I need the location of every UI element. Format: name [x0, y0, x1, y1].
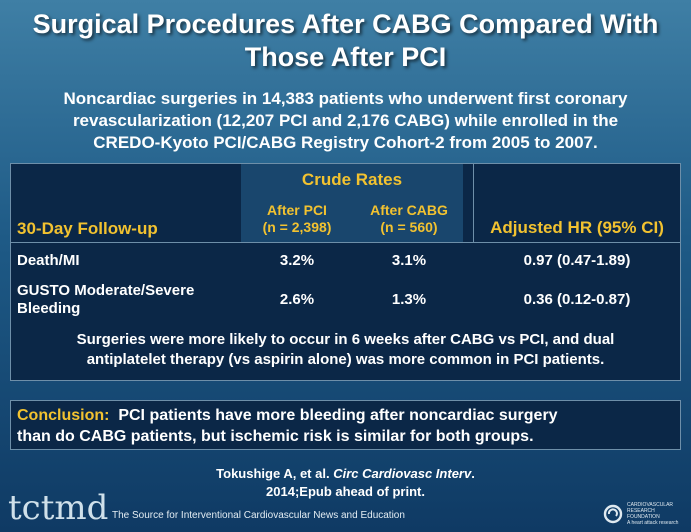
crf-line: FOUNDATION [627, 514, 660, 520]
citation-authors: Tokushige A, et al. [216, 466, 330, 481]
citation-line-1: Tokushige A, et al. Circ Cardiovasc Inte… [0, 465, 691, 483]
conclusion-line-1: Conclusion: PCI patients have more bleed… [17, 405, 674, 426]
cell-hr-death-mi: 0.97 (0.47-1.89) [523, 252, 631, 269]
note-line-1: Surgeries were more likely to occur in 6… [76, 331, 615, 348]
cell-hr-bleeding: 0.36 (0.12-0.87) [523, 291, 631, 308]
header-divider [473, 164, 474, 242]
crf-swirl-icon [603, 504, 623, 524]
cell-pci-death-mi: 3.2% [279, 252, 315, 269]
conclusion-text-1: PCI patients have more bleeding after no… [118, 407, 558, 424]
conclusion-label: Conclusion: [17, 407, 110, 424]
slide-subtitle: Noncardiac surgeries in 14,383 patients … [0, 88, 691, 154]
crf-line: CARDIOVASCULAR [627, 502, 674, 508]
row-label-text: GUSTO Moderate/Severe [17, 282, 195, 299]
after-cabg-n: (n = 560) [380, 219, 438, 235]
title-line-1: Surgical Procedures After CABG Compared … [32, 9, 659, 39]
crude-rates-band [241, 164, 463, 242]
subtitle-line-2: revascularization (12,207 PCI and 2,176 … [72, 111, 619, 130]
header-rule [11, 242, 680, 243]
citation: Tokushige A, et al. Circ Cardiovasc Inte… [0, 465, 691, 501]
crf-logo: CARDIOVASCULAR RESEARCH FOUNDATION A hea… [603, 502, 683, 528]
note-line-2: antiplatelet therapy (vs aspirin alone) … [86, 351, 605, 368]
subtitle-line-3: CREDO-Kyoto PCI/CABG Registry Cohort-2 f… [93, 133, 598, 152]
title-line-2: Those After PCI [244, 42, 447, 72]
tctmd-logo: tctmd [8, 488, 109, 528]
row-label-bleeding: GUSTO Moderate/Severe Bleeding [17, 282, 194, 318]
citation-line-2: 2014;Epub ahead of print. [266, 484, 425, 499]
conclusion-box: Conclusion: PCI patients have more bleed… [10, 400, 681, 450]
crf-line: A heart attack research [627, 520, 679, 526]
footer-tagline: The Source for Interventional Cardiovasc… [112, 510, 405, 521]
row-header: 30-Day Follow-up [17, 219, 158, 238]
citation-period: . [471, 466, 475, 481]
slide-title: Surgical Procedures After CABG Compared … [0, 8, 691, 74]
conclusion-line-2: than do CABG patients, but ischemic risk… [17, 428, 534, 445]
after-pci-label: After PCI [267, 202, 327, 218]
after-cabg-header: After CABG (n = 560) [355, 202, 463, 236]
after-cabg-label: After CABG [370, 202, 448, 218]
cell-cabg-death-mi: 3.1% [391, 252, 427, 269]
crf-text: CARDIOVASCULAR RESEARCH FOUNDATION A hea… [627, 502, 678, 526]
row-label-text: Death/MI [17, 252, 80, 269]
row-label-text: Bleeding [17, 300, 81, 317]
subtitle-line-1: Noncardiac surgeries in 14,383 patients … [63, 89, 628, 108]
table-note: Surgeries were more likely to occur in 6… [17, 330, 674, 370]
crf-line: RESEARCH [627, 508, 655, 514]
after-pci-header: After PCI (n = 2,398) [243, 202, 351, 236]
cell-pci-bleeding: 2.6% [279, 291, 315, 308]
results-table: Crude Rates After PCI (n = 2,398) After … [10, 163, 681, 381]
footer: tctmd The Source for Interventional Card… [0, 488, 691, 532]
crude-rates-header: Crude Rates [301, 170, 403, 189]
row-label-death-mi: Death/MI [17, 252, 80, 270]
adjusted-hr-header: Adjusted HR (95% CI) [490, 218, 664, 237]
citation-journal: Circ Cardiovasc Interv [333, 466, 472, 481]
cell-cabg-bleeding: 1.3% [391, 291, 427, 308]
after-pci-n: (n = 2,398) [262, 219, 332, 235]
